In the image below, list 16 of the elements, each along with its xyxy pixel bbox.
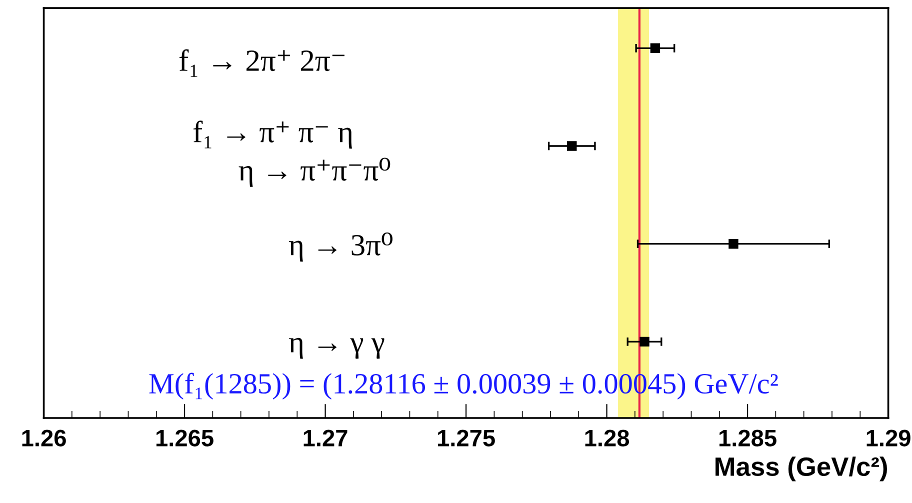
x-tick-label: 1.275	[438, 430, 495, 446]
y-tick-label: f₁ → π⁺ π⁻ η η → π⁺π⁻π⁰	[193, 120, 390, 187]
point	[640, 336, 650, 347]
x-tick-label: 1.29	[866, 430, 910, 446]
x-tick-label: 1.265	[156, 430, 214, 446]
point	[567, 141, 577, 151]
y-tick-label: η → γ γ	[288, 338, 384, 359]
y-tick-label: η → 3π⁰	[288, 232, 392, 262]
x-axis-title: Mass (GeV/c²)	[716, 456, 887, 482]
x-tick-label: 1.27	[304, 430, 348, 446]
x-tick-label: 1.285	[719, 430, 776, 446]
x-tick-label: 1.28	[585, 430, 630, 446]
point	[728, 238, 738, 249]
x-tick-label: 1.26	[22, 430, 66, 446]
y-tick-label: f₁ → 2π⁺ 2π⁻	[179, 49, 344, 77]
point	[650, 43, 660, 54]
